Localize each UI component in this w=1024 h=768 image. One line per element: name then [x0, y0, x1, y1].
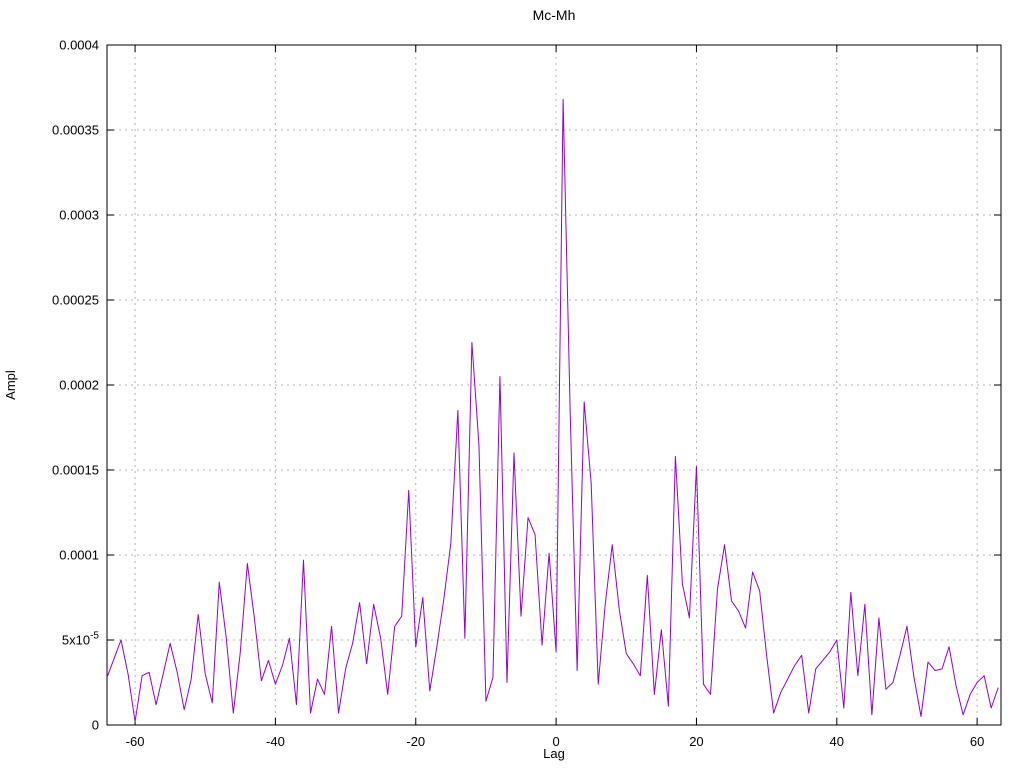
y-tick-label: 0.0003 [59, 208, 99, 223]
x-tick-label: 60 [970, 734, 984, 749]
series-path [106, 98, 999, 723]
y-tick-label: 0.0002 [59, 378, 99, 393]
y-tick-label: 0.0001 [59, 548, 99, 563]
x-tick-label: 0 [552, 734, 559, 749]
gridlines [107, 45, 1001, 725]
x-tick-label: -60 [126, 734, 145, 749]
x-tick-label: 40 [830, 734, 844, 749]
tick-marks [107, 44, 1001, 726]
plot-title: Mc-Mh [533, 7, 576, 23]
data-series-line [106, 98, 999, 723]
y-tick-label: 5x10-5 [62, 631, 100, 648]
y-tick-label: 0.00015 [52, 463, 99, 478]
x-tick-label: 20 [689, 734, 703, 749]
x-tick-label: -40 [266, 734, 285, 749]
x-tick-label: -20 [406, 734, 425, 749]
y-tick-label: 0 [92, 718, 99, 733]
y-tick-label: 0.00035 [52, 123, 99, 138]
x-axis-label: Lag [543, 746, 565, 761]
y-axis-label: Ampl [3, 370, 18, 400]
y-tick-label: 0.0004 [59, 38, 99, 53]
tick-labels: -60 -40 -20 0 20 40 60 0 5x10-5 0.0001 0.00015 0.00… [52, 38, 984, 750]
y-tick-label: 0.00025 [52, 293, 99, 308]
